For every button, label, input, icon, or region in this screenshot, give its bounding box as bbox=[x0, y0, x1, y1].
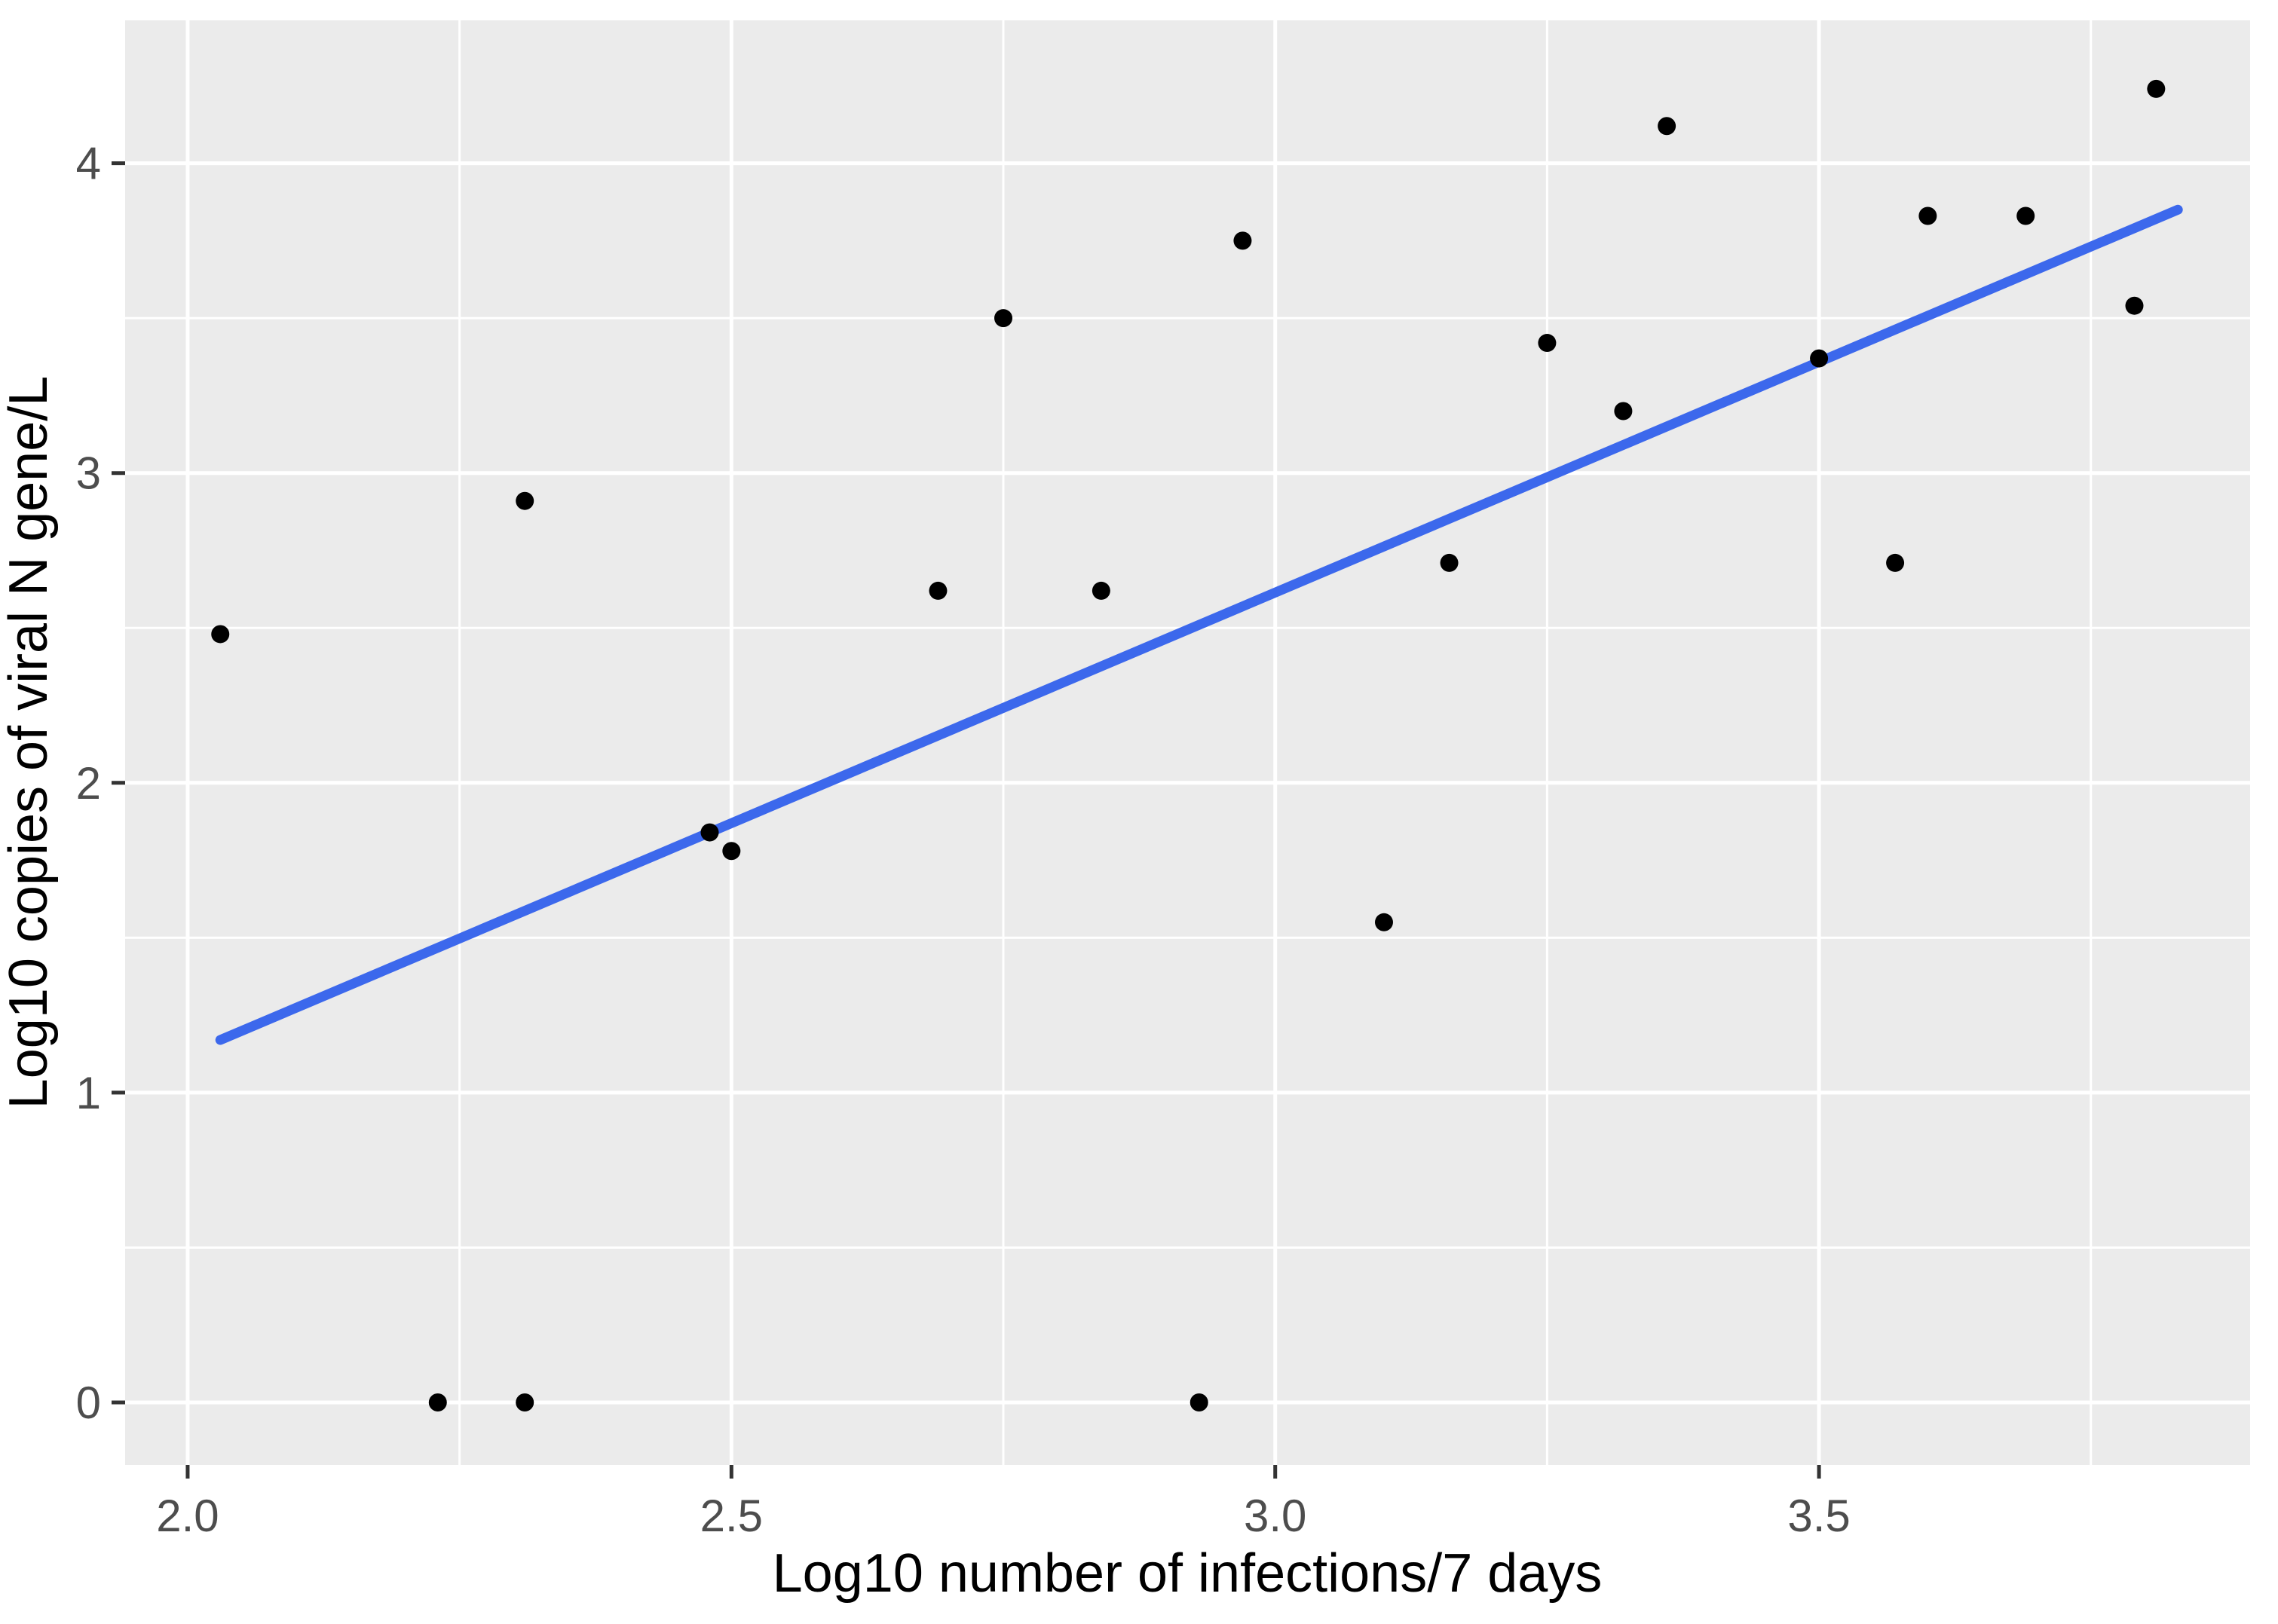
panel-background bbox=[125, 20, 2250, 1465]
data-point bbox=[1374, 913, 1393, 931]
data-layer bbox=[211, 79, 2183, 1411]
data-point bbox=[516, 491, 534, 510]
data-point bbox=[929, 581, 948, 600]
regression-line bbox=[215, 204, 2183, 1045]
y-tick-label: 0 bbox=[76, 1378, 101, 1428]
data-point bbox=[1658, 117, 1676, 136]
data-point bbox=[722, 842, 741, 861]
axes: 0 1 2 3 4 2.0 2.5 3.0 3.5 bbox=[76, 139, 1851, 1541]
data-point bbox=[1092, 581, 1110, 600]
plot-panel bbox=[125, 20, 2250, 1465]
data-point bbox=[1918, 206, 1937, 225]
y-tick-label: 1 bbox=[76, 1068, 101, 1118]
y-tick-label: 3 bbox=[76, 448, 101, 499]
x-tick-label: 3.0 bbox=[1244, 1491, 1306, 1541]
data-point bbox=[1440, 553, 1459, 572]
gridlines bbox=[125, 20, 2250, 1465]
x-tick-label: 2.5 bbox=[700, 1491, 763, 1541]
data-point bbox=[700, 823, 719, 842]
x-tick-label: 2.0 bbox=[156, 1491, 219, 1541]
y-axis-title: Log10 copies of viral N gene/L bbox=[0, 376, 59, 1109]
data-point bbox=[2147, 79, 2166, 98]
data-point bbox=[1886, 553, 1905, 572]
data-point bbox=[428, 1393, 447, 1411]
y-tick-label: 4 bbox=[76, 139, 101, 189]
y-tick-label: 2 bbox=[76, 758, 101, 809]
x-tick-label: 3.5 bbox=[1787, 1491, 1850, 1541]
data-point bbox=[2125, 296, 2144, 315]
data-point bbox=[1190, 1393, 1208, 1411]
data-point bbox=[1614, 402, 1633, 421]
data-point bbox=[2016, 206, 2035, 225]
data-point bbox=[516, 1393, 534, 1411]
data-point bbox=[1538, 334, 1557, 353]
x-axis-title: Log10 number of infections/7 days bbox=[773, 1543, 1603, 1604]
data-point bbox=[1233, 231, 1252, 250]
data-point bbox=[211, 625, 230, 644]
data-point bbox=[994, 309, 1013, 328]
data-point bbox=[1810, 349, 1829, 368]
